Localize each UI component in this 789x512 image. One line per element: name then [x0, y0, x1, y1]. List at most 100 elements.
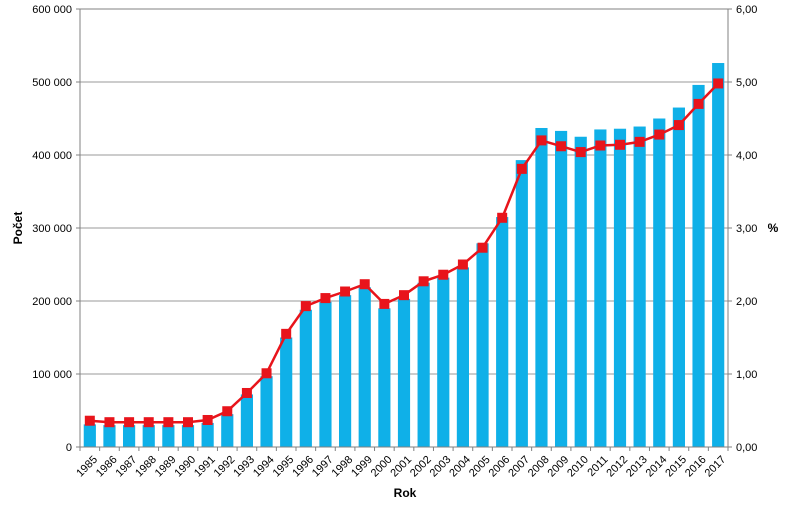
bar — [437, 277, 450, 447]
y-tick-label-left: 600 000 — [32, 4, 72, 16]
bar — [260, 376, 273, 447]
line-marker — [575, 147, 586, 158]
y-tick-label-right: 1,00 — [736, 369, 757, 381]
bar — [181, 425, 195, 447]
bar — [574, 136, 587, 447]
x-tick-label: 2016 — [683, 454, 709, 480]
tick-labels: 0 100 000 200 000 300 000 400 000 500 000 600 … — [32, 4, 757, 480]
bar — [672, 107, 685, 448]
bar — [496, 217, 509, 447]
line-marker — [595, 140, 606, 151]
bar — [280, 337, 293, 447]
bar — [594, 129, 607, 447]
x-tick-label: 2013 — [624, 454, 650, 480]
x-tick-label: 2004 — [447, 454, 473, 480]
x-tick-label: 2011 — [585, 454, 610, 479]
line-marker — [516, 163, 527, 174]
line-marker — [143, 417, 154, 428]
x-tick-label: 2006 — [487, 454, 513, 480]
line-marker — [693, 98, 704, 109]
x-tick-label: 2007 — [506, 454, 532, 480]
line-marker — [202, 414, 213, 425]
bar — [123, 425, 136, 447]
bar — [535, 127, 548, 448]
x-tick-label: 1993 — [231, 454, 257, 480]
line-marker — [418, 276, 429, 287]
y-tick-label-right: 4,00 — [736, 150, 757, 162]
x-tick-label: 2005 — [467, 454, 493, 480]
line-marker — [673, 120, 684, 131]
axes — [76, 8, 732, 451]
y-tick-label-left: 300 000 — [32, 223, 72, 235]
x-tick-label: 2015 — [663, 454, 689, 480]
x-tick-label: 2003 — [428, 454, 454, 480]
bar — [476, 243, 489, 447]
bar — [692, 84, 705, 448]
line-marker — [281, 328, 292, 339]
bar — [378, 308, 391, 447]
x-tick-label: 2010 — [565, 454, 591, 480]
line-marker — [340, 286, 351, 297]
line-marker — [84, 415, 95, 426]
x-tick-label: 1992 — [212, 454, 238, 480]
line-marker — [654, 129, 665, 140]
x-tick-label: 2014 — [644, 454, 670, 480]
x-tick-label: 2000 — [369, 454, 395, 480]
bar — [515, 160, 528, 448]
x-tick-label: 1989 — [153, 454, 179, 480]
line-marker — [399, 290, 409, 301]
line-marker — [477, 242, 488, 253]
line-marker — [163, 417, 174, 428]
bar — [555, 130, 568, 447]
line-marker — [556, 141, 567, 152]
bar — [221, 414, 234, 447]
line-marker — [438, 269, 449, 280]
bar — [456, 267, 469, 447]
line-marker — [300, 301, 311, 312]
bar-series — [83, 63, 725, 448]
bar — [162, 425, 175, 447]
bar — [240, 394, 253, 447]
x-axis-title: Rok — [394, 486, 417, 500]
y-tick-label-left: 200 000 — [32, 296, 72, 308]
x-tick-label: 1997 — [310, 454, 336, 480]
line-marker — [222, 406, 233, 417]
y-axis-right-title: % — [768, 221, 779, 235]
x-tick-label: 2001 — [388, 454, 414, 480]
bar — [633, 126, 646, 447]
y-tick-label-right: 2,00 — [736, 296, 757, 308]
bar — [201, 422, 214, 447]
line-marker — [320, 293, 331, 304]
line-marker — [497, 212, 508, 223]
line-marker — [615, 139, 625, 150]
bar — [653, 118, 666, 447]
x-tick-label: 1987 — [114, 454, 140, 480]
x-tick-label: 1990 — [172, 454, 198, 480]
x-tick-label: 2008 — [526, 454, 552, 480]
x-tick-label: 1985 — [74, 454, 100, 480]
line-marker — [183, 417, 193, 428]
bar — [613, 128, 627, 447]
x-tick-label: 1998 — [330, 454, 356, 480]
y-tick-label-left: 400 000 — [32, 150, 72, 162]
line-series — [84, 78, 724, 428]
bar — [319, 301, 332, 447]
x-tick-label: 1986 — [94, 454, 120, 480]
x-tick-label: 1994 — [251, 454, 277, 480]
x-tick-label: 2009 — [546, 454, 572, 480]
x-tick-label: 1988 — [133, 454, 159, 480]
line-marker — [457, 259, 468, 270]
bar — [299, 309, 312, 447]
bar — [142, 425, 155, 447]
line-marker — [634, 136, 645, 147]
bar — [358, 287, 371, 447]
x-tick-label: 1995 — [271, 454, 297, 480]
line-marker — [536, 135, 547, 146]
y-tick-label-left: 0 — [66, 442, 72, 454]
y-tick-label-right: 3,00 — [736, 223, 757, 235]
x-tick-label: 2012 — [604, 454, 630, 480]
line-marker — [104, 417, 115, 428]
bar — [339, 295, 352, 447]
